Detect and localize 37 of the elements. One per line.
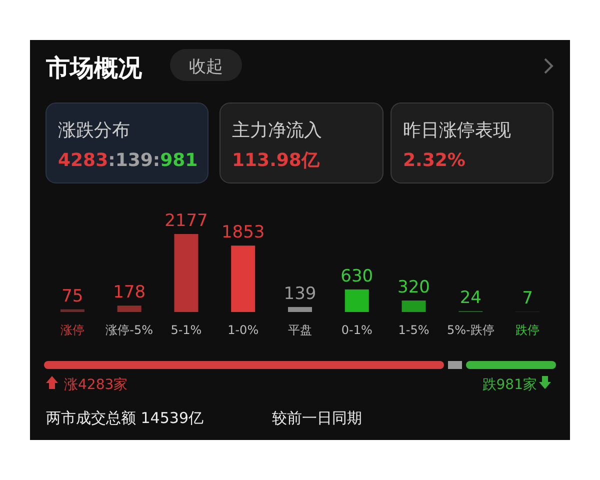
text: 主力净流入 bbox=[232, 120, 322, 141]
data-label: 75 bbox=[62, 286, 84, 306]
x-tick-label: 1-5% bbox=[398, 323, 430, 337]
data-label: 1853 bbox=[221, 222, 265, 243]
data-label: 320 bbox=[398, 278, 430, 298]
data-label: 24 bbox=[460, 288, 482, 308]
x-tick-label: 涨停-5% bbox=[106, 323, 154, 337]
x-tick-label: 5-1% bbox=[170, 323, 202, 337]
x-tick-label: 0-1% bbox=[341, 323, 372, 337]
bar bbox=[117, 306, 142, 312]
text: 113.98亿 bbox=[232, 150, 320, 171]
text: 涨4283家 bbox=[64, 377, 128, 393]
text: 较前一日同期 bbox=[272, 409, 362, 427]
bar bbox=[231, 246, 256, 312]
data-label: 2177 bbox=[164, 211, 208, 231]
x-tick-label: 跌停 bbox=[516, 323, 540, 337]
text: 收起 bbox=[189, 57, 223, 77]
data-label: 7 bbox=[522, 288, 533, 309]
bar bbox=[60, 309, 84, 312]
bar bbox=[288, 307, 312, 312]
bar bbox=[174, 234, 198, 312]
data-label: 630 bbox=[340, 266, 374, 286]
x-tick-label: 5%-跌停 bbox=[446, 323, 494, 337]
text: 2.32% bbox=[403, 150, 466, 171]
text: 4283:139:981 bbox=[58, 150, 198, 171]
text: 涨跌分布 bbox=[58, 120, 130, 141]
x-tick-label: 1-0% bbox=[228, 323, 259, 337]
chart-title: 市场概况 bbox=[45, 54, 143, 82]
data-label: 178 bbox=[113, 282, 146, 303]
x-tick-label: 平盘 bbox=[288, 323, 312, 337]
data-label: 139 bbox=[284, 284, 316, 304]
x-tick-label: 涨停 bbox=[60, 323, 84, 337]
bar bbox=[344, 289, 369, 312]
text: 昨日涨停表现 bbox=[403, 120, 511, 141]
text: 跌981家 bbox=[482, 377, 537, 393]
bar bbox=[402, 300, 426, 312]
text: 两市成交总额 14539亿 bbox=[46, 409, 204, 427]
